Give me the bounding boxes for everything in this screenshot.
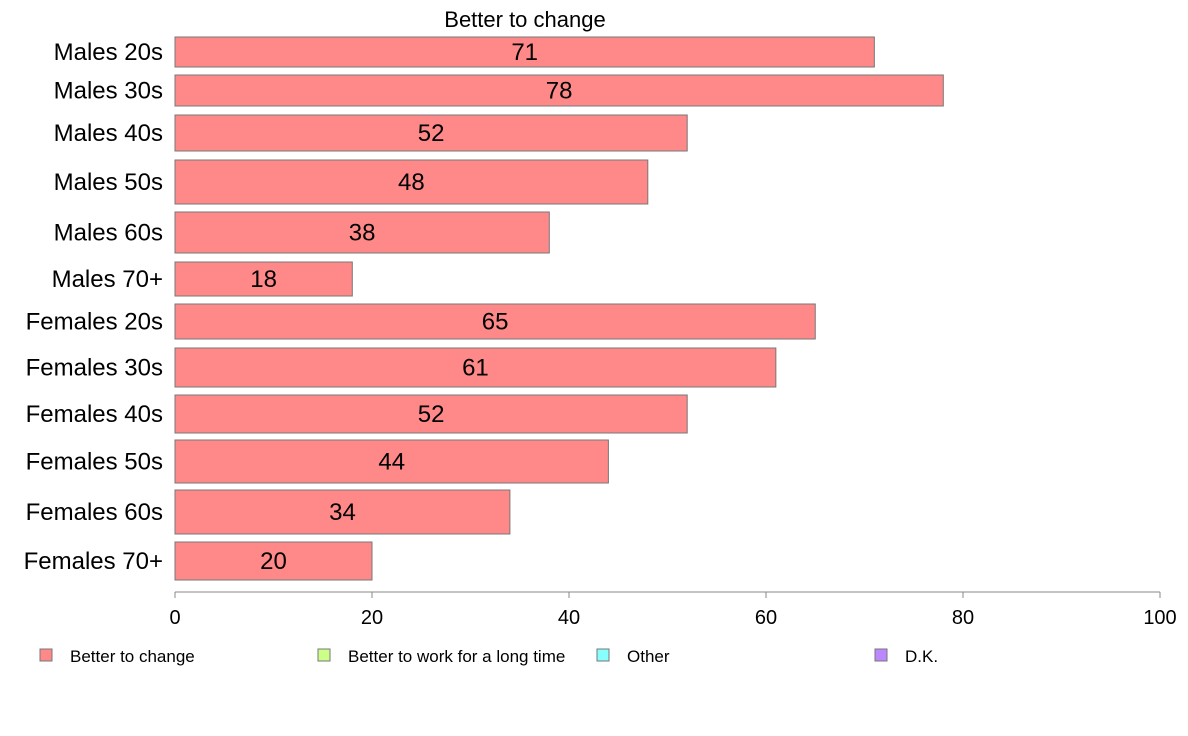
x-tick-label: 60 (755, 607, 777, 629)
category-label: Females 20s (26, 309, 163, 336)
chart-title: Better to change (444, 7, 605, 32)
bar (174, 211, 550, 254)
legend-label: Better to work for a long time (348, 647, 565, 666)
bar-value-label: 65 (482, 309, 509, 336)
category-label: Females 50s (26, 449, 163, 476)
bar-value-label: 38 (349, 220, 376, 247)
bar-value-label: 61 (462, 355, 489, 382)
bar (174, 489, 511, 535)
category-label: Males 40s (54, 120, 163, 147)
x-tick-label: 80 (952, 607, 974, 629)
bar (174, 36, 875, 68)
bar (174, 261, 353, 297)
legend-label: Other (627, 647, 670, 666)
bar-value-label: 18 (250, 266, 277, 293)
bar (174, 303, 816, 340)
bar-value-label: 34 (329, 499, 356, 526)
bar-value-label: 48 (398, 169, 425, 196)
bar-value-label: 78 (546, 78, 573, 105)
category-label: Males 30s (54, 78, 163, 105)
category-label: Females 40s (26, 401, 163, 428)
legend-swatch (874, 648, 888, 662)
x-tick-label: 40 (558, 607, 580, 629)
legend-swatch (39, 648, 53, 662)
legend-swatch (596, 648, 610, 662)
category-label: Females 60s (26, 499, 163, 526)
legend-swatch (317, 648, 331, 662)
x-tick-label: 0 (169, 607, 180, 629)
x-tick-label: 100 (1143, 607, 1176, 629)
category-labels: Males 20s Males 30s Males 40s Males 50s Male… (24, 39, 163, 575)
category-label: Males 70+ (52, 266, 163, 293)
bar-value-label: 52 (418, 401, 445, 428)
bar-value-label: 52 (418, 120, 445, 147)
category-label: Males 60s (54, 220, 163, 247)
bar (174, 347, 777, 388)
legend: Better to change Better to work for a lon… (39, 647, 938, 666)
bar-value-label: 71 (511, 39, 538, 66)
x-tick-label: 20 (361, 607, 383, 629)
category-label: Females 30s (26, 355, 163, 382)
legend-label: D.K. (905, 647, 938, 666)
category-label: Males 50s (54, 169, 163, 196)
bar (174, 114, 688, 152)
bar (174, 439, 609, 484)
bar (174, 74, 944, 107)
bar (174, 394, 688, 434)
x-axis: 0 20 40 60 80 100 (169, 591, 1177, 629)
category-label: Males 20s (54, 39, 163, 66)
bars-group: 71 78 52 48 38 18 65 61 52 44 34 20 (174, 36, 944, 581)
bar (174, 541, 373, 581)
bar-value-label: 20 (260, 548, 287, 575)
bar-value-label: 44 (378, 449, 405, 476)
bar (174, 159, 649, 205)
category-label: Females 70+ (24, 548, 163, 575)
legend-label: Better to change (70, 647, 195, 666)
